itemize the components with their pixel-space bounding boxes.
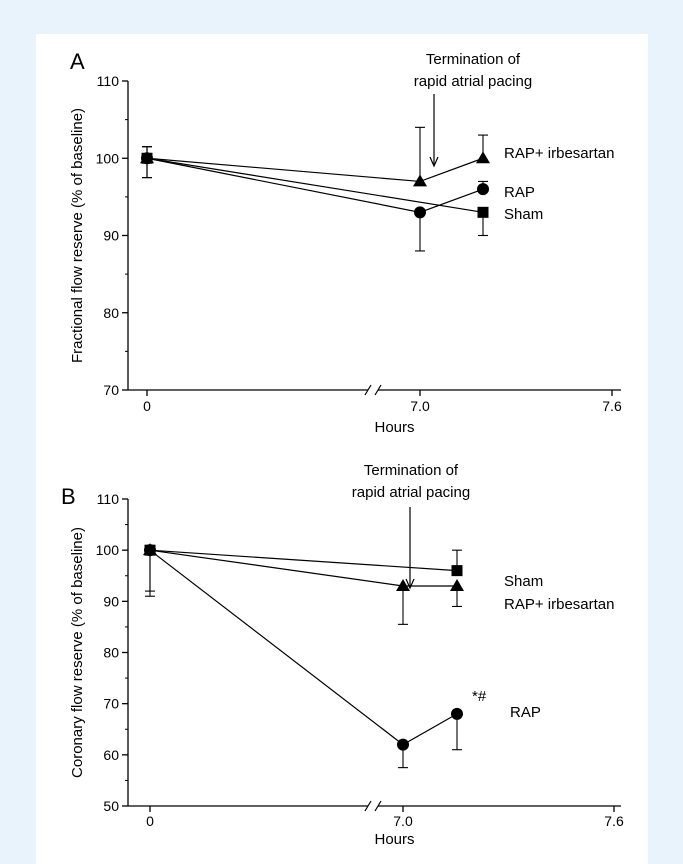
data-point (396, 578, 410, 591)
x-tick-label: 7.0 (410, 398, 430, 414)
axis-break-mark (364, 384, 372, 396)
y-axis-label: Coronary flow reserve (% of baseline) (69, 527, 86, 778)
x-tick-label: 0 (146, 813, 154, 829)
series-rap-irbesartan: RAP+ irbesartan (143, 543, 614, 625)
data-point (414, 206, 426, 219)
data-point (451, 707, 463, 720)
y-tick-label: 110 (97, 73, 120, 89)
data-point (477, 206, 489, 218)
y-tick-label: 50 (103, 798, 119, 814)
y-tick-label: 80 (103, 645, 119, 661)
y-tick-label: 100 (96, 150, 120, 166)
panel-a: A 70 80 90 100 110 Fractional flow reserve (% … (69, 49, 622, 436)
series-label: RAP+ irbesartan (504, 145, 614, 162)
series-label: Sham (504, 206, 543, 223)
significance-marker: *# (472, 688, 487, 705)
y-tick-label: 90 (103, 228, 119, 244)
x-axis-label: Hours (374, 831, 414, 848)
annotation-text: Termination of (426, 51, 521, 68)
axis-break-mark (364, 800, 372, 812)
y-tick-label: 60 (103, 747, 119, 763)
figure-frame: A 70 80 90 100 110 Fractional flow reserve (% … (36, 34, 648, 864)
series-sham: Sham (144, 544, 543, 590)
panel-label: A (70, 49, 85, 74)
x-tick-label: 7.6 (602, 398, 622, 414)
series-sham: Sham (141, 146, 543, 237)
data-point (477, 183, 489, 196)
series-rap: RAP (141, 146, 535, 252)
y-tick-label: 80 (103, 305, 119, 321)
series-line (149, 549, 458, 746)
series-line (146, 157, 484, 213)
axis-break-mark (374, 384, 382, 396)
series-line (149, 549, 458, 572)
y-tick-label: 70 (103, 382, 119, 398)
data-point (141, 152, 153, 164)
x-tick-label: 0 (143, 398, 151, 414)
series-rap-irbesartan: RAP+ irbesartan (140, 126, 614, 187)
y-tick-label: 90 (103, 593, 119, 609)
x-axis-label: Hours (374, 419, 414, 436)
y-tick-label: 110 (97, 491, 120, 507)
data-point (476, 151, 490, 164)
series-label: RAP+ irbesartan (504, 596, 614, 613)
annotation-arrowhead (429, 156, 439, 168)
data-point (397, 738, 409, 751)
data-point (451, 565, 463, 577)
axis-break-mark (374, 800, 382, 812)
y-tick-label: 100 (96, 542, 120, 558)
data-point (144, 544, 156, 557)
series-label: RAP (510, 704, 541, 721)
data-point (450, 578, 464, 591)
x-tick-label: 7.0 (393, 813, 413, 829)
y-tick-label: 70 (103, 696, 119, 712)
series-rap: RAP (144, 544, 541, 769)
annotation-text: rapid atrial pacing (352, 484, 470, 501)
panel-label: B (61, 484, 76, 509)
annotation-text: Termination of (364, 462, 459, 479)
panel-b: B 50 60 70 80 90 100 110 Coronary flow reserve (… (61, 462, 624, 848)
series-label: RAP (504, 184, 535, 201)
series-label: Sham (504, 573, 543, 590)
annotation-arrowhead (405, 578, 415, 590)
y-axis-label: Fractional flow reserve (% of baseline) (69, 108, 86, 363)
x-tick-label: 7.6 (604, 813, 624, 829)
figure-svg: A 70 80 90 100 110 Fractional flow reserve (% … (61, 49, 624, 848)
annotation-text: rapid atrial pacing (414, 73, 532, 90)
data-point (413, 174, 427, 187)
